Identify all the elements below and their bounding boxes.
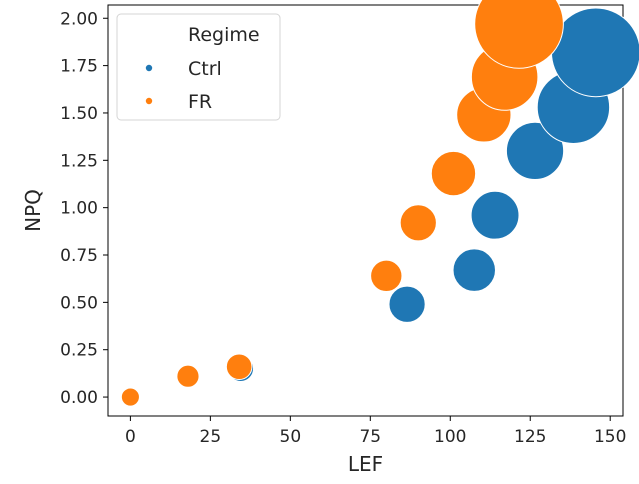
y-axis-label: NPQ (21, 189, 45, 232)
data-point-ctrl (452, 248, 496, 292)
x-tick-label: 25 (200, 427, 222, 447)
data-point-fr (430, 150, 477, 197)
legend-marker-fr (144, 97, 153, 106)
data-point-fr (176, 364, 200, 388)
legend-box (116, 13, 281, 121)
x-tick-label: 150 (594, 427, 626, 447)
legend-label-ctrl: Ctrl (188, 58, 222, 80)
x-tick-label: 0 (125, 427, 136, 447)
data-points (120, 0, 639, 407)
y-tick-label: 1.50 (60, 104, 98, 124)
y-axis-ticks: 0.00 0.25 0.50 0.75 1.00 1.25 1.50 1.75 2.00 (60, 9, 108, 408)
y-tick-label: 1.25 (60, 151, 98, 171)
legend: Regime Ctrl FR (116, 13, 281, 121)
y-tick-label: 1.00 (60, 199, 98, 219)
y-tick-label: 0.25 (60, 341, 98, 361)
data-point-ctrl (550, 7, 639, 98)
legend-label-fr: FR (188, 91, 212, 113)
x-axis-label: LEF (348, 452, 383, 476)
legend-entries: Ctrl FR (144, 58, 222, 113)
legend-marker-ctrl (144, 64, 153, 73)
y-tick-label: 0.75 (60, 246, 98, 266)
y-tick-label: 0.00 (60, 388, 98, 408)
data-point-fr (399, 204, 437, 242)
data-point-fr (474, 0, 564, 69)
data-point-ctrl (505, 121, 565, 180)
y-tick-label: 2.00 (60, 9, 98, 29)
y-tick-label: 0.50 (60, 293, 98, 313)
x-tick-label: 100 (434, 427, 466, 447)
data-point-fr (120, 387, 140, 407)
x-tick-label: 50 (280, 427, 302, 447)
y-tick-label: 1.75 (60, 57, 98, 77)
axes-frame (107, 4, 624, 417)
x-axis-ticks: 0 25 50 75 100 125 150 (125, 416, 626, 447)
data-point-fr (225, 353, 253, 381)
data-point-fr (370, 259, 403, 293)
x-tick-label: 125 (514, 427, 546, 447)
plot-area-border (107, 4, 624, 417)
data-point-ctrl (470, 190, 520, 240)
data-point-ctrl (388, 285, 426, 323)
legend-title: Regime (188, 24, 260, 46)
x-tick-label: 75 (359, 427, 381, 447)
